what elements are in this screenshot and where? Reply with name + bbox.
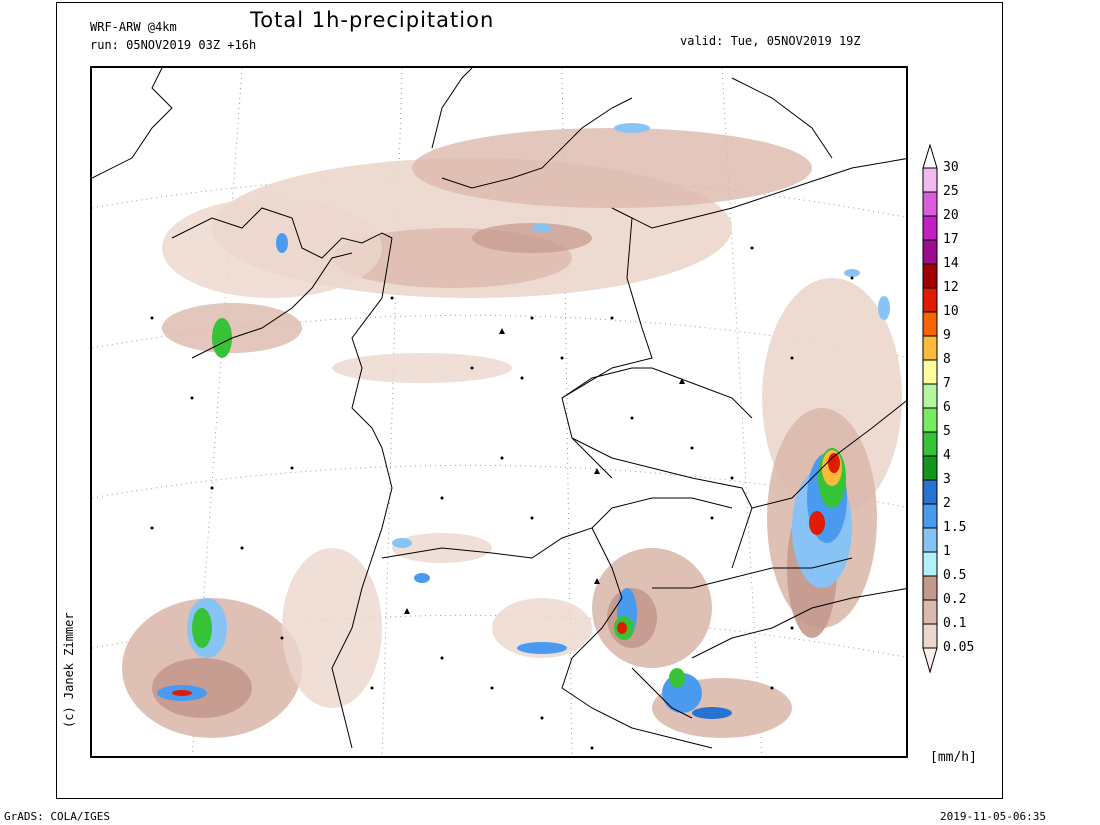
- colorbar-cell-14: [922, 263, 938, 289]
- model-label: WRF-ARW @4km: [90, 20, 177, 34]
- colorbar-label-0.1: 0.1: [943, 616, 967, 631]
- colorbar-label-25: 25: [943, 184, 959, 199]
- colorbar-label-1: 1: [943, 544, 951, 559]
- colorbar-cell-0.5: [922, 575, 938, 601]
- colorbar-top-arrow: [922, 144, 938, 169]
- colorbar-cell-5: [922, 431, 938, 457]
- colorbar-label-0.05: 0.05: [943, 640, 975, 655]
- colorbar-label-30: 30: [943, 160, 959, 175]
- colorbar-cells: [922, 144, 938, 674]
- colorbar-cell-30: [922, 167, 938, 193]
- colorbar-label-14: 14: [943, 256, 959, 271]
- colorbar-cell-8: [922, 359, 938, 385]
- colorbar-cell-12: [922, 287, 938, 313]
- colorbar-cell-17: [922, 239, 938, 265]
- colorbar-label-3: 3: [943, 472, 951, 487]
- colorbar-label-1.5: 1.5: [943, 520, 967, 535]
- precipitation-map: [90, 66, 908, 758]
- colorbar-label-17: 17: [943, 232, 959, 247]
- colorbar-cell-1.5: [922, 527, 938, 553]
- map-canvas: [92, 68, 906, 756]
- colorbar-cell-9: [922, 335, 938, 361]
- colorbar-label-0.5: 0.5: [943, 568, 967, 583]
- colorbar-cell-20: [922, 215, 938, 241]
- colorbar-label-6: 6: [943, 400, 951, 415]
- colorbar-cell-0.05: [922, 647, 938, 674]
- colorbar-label-7: 7: [943, 376, 951, 391]
- colorbar-cell-1: [922, 551, 938, 577]
- colorbar-cell-25: [922, 191, 938, 217]
- colorbar-label-10: 10: [943, 304, 959, 319]
- borders: [92, 68, 906, 749]
- run-label: run: 05NOV2019 03Z +16h: [90, 38, 257, 52]
- precipitation-field: [122, 123, 902, 738]
- colorbar-label-9: 9: [943, 328, 951, 343]
- colorbar-label-5: 5: [943, 424, 951, 439]
- colorbar-cell-0.2: [922, 599, 938, 625]
- colorbar-label-4: 4: [943, 448, 951, 463]
- city-markers: [150, 246, 854, 750]
- generation-timestamp: 2019-11-05-06:35: [940, 810, 1046, 823]
- unit-label: [mm/h]: [930, 750, 977, 765]
- colorbar-cell-3: [922, 479, 938, 505]
- colorbar-label-8: 8: [943, 352, 951, 367]
- software-credit: GrADS: COLA/IGES: [4, 810, 110, 823]
- colorbar-cell-6: [922, 407, 938, 433]
- plot-frame: [56, 2, 1003, 799]
- colorbar-cell-4: [922, 455, 938, 481]
- colorbar-cell-0.1: [922, 623, 938, 649]
- colorbar-cell-10: [922, 311, 938, 337]
- colorbar-label-20: 20: [943, 208, 959, 223]
- colorbar-cell-7: [922, 383, 938, 409]
- colorbar-label-0.2: 0.2: [943, 592, 967, 607]
- colorbar-cell-2: [922, 503, 938, 529]
- valid-time-label: valid: Tue, 05NOV2019 19Z: [680, 34, 861, 48]
- credit-label: (c) Janek Zimmer: [62, 612, 76, 728]
- colorbar-label-12: 12: [943, 280, 959, 295]
- colorbar-label-2: 2: [943, 496, 951, 511]
- chart-title: Total 1h-precipitation: [250, 8, 495, 32]
